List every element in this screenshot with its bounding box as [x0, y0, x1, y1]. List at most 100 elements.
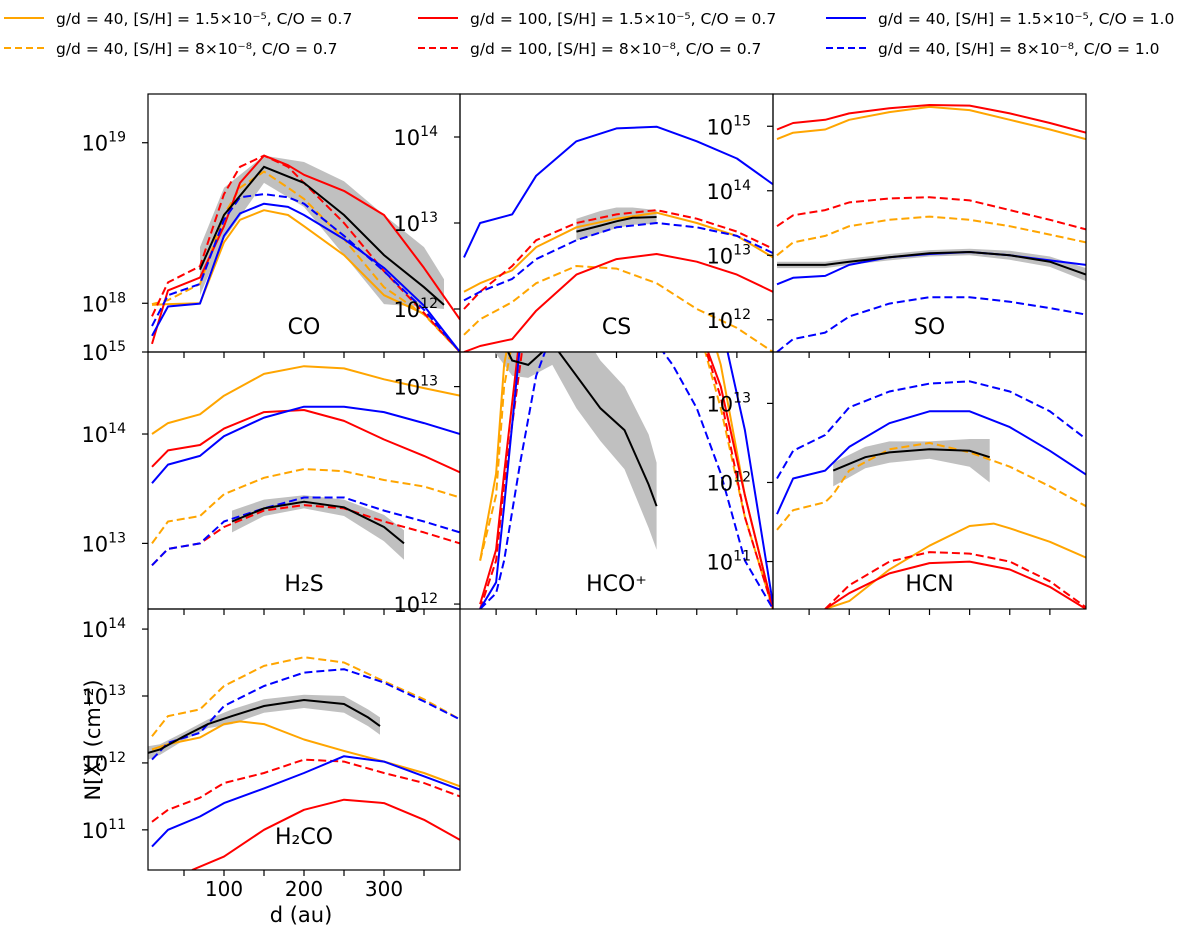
series-line-gd100_loS_co07: [151, 758, 460, 823]
legend-entry-gd40_loS_co10: g/d = 40, [S/H] = 8×10⁻⁸, C/O = 1.0: [826, 40, 1160, 58]
series-line-gd40_loS_co10: [776, 296, 1086, 352]
series-line-gd40_loS_co10: [151, 496, 460, 566]
series-line-gd40_hiS_co07: [151, 365, 460, 435]
legend-label: g/d = 40, [S/H] = 1.5×10⁻⁵, C/O = 0.7: [56, 10, 352, 28]
series-line-gd40_hiS_co10: [151, 202, 460, 352]
series-line-gd40_hiS_co10: [151, 405, 460, 484]
y-tick-label: 1013: [81, 683, 126, 709]
legend-label: g/d = 40, [S/H] = 8×10⁻⁸, C/O = 0.7: [56, 40, 338, 58]
series-line-gd40_hiS_co10: [479, 352, 773, 609]
legend-entry-gd100_hiS_co07: g/d = 100, [S/H] = 1.5×10⁻⁵, C/O = 0.7: [418, 10, 776, 28]
series-line-gd100_hiS_co07: [776, 104, 1086, 134]
legend: g/d = 40, [S/H] = 1.5×10⁻⁵, C/O = 0.7 g/d…: [4, 10, 1174, 58]
series-line-gd100_hiS_co07: [151, 409, 460, 474]
series-line-gd40_hiS_co10: [776, 410, 1086, 515]
y-tick-label: 1013: [706, 390, 751, 416]
series-line-gd40_hiS_co07: [463, 211, 773, 293]
x-ticks: [808, 352, 1051, 358]
molecule-label: HCO⁺: [586, 572, 647, 597]
y-tick-label: 1013: [393, 210, 438, 236]
y-tick-label: 1014: [393, 124, 438, 150]
series-line-gd100_hiS_co07: [463, 253, 773, 352]
series-line-gd100_loS_co07: [824, 551, 1086, 609]
legend-label: g/d = 100, [S/H] = 1.5×10⁻⁵, C/O = 0.7: [470, 10, 776, 28]
series-line-gd100_loS_co07: [151, 154, 460, 352]
series-line-gd40_hiS_co07: [776, 105, 1086, 141]
y-tick-label: 1012: [393, 296, 438, 322]
y-tick-label: 1015: [706, 113, 751, 139]
series-line-gd100_loS_co07: [151, 504, 460, 566]
y-tick-label: 1019: [81, 130, 126, 156]
y-tick-label: 1011: [706, 549, 751, 575]
plot-area: [151, 365, 460, 566]
series-line-gd40_hiS_co10: [151, 755, 460, 848]
series-line-gd40_loS_co10: [776, 380, 1086, 480]
observed-band: [777, 248, 1086, 282]
series-line-gd40_hiS_co10: [463, 125, 773, 258]
legend-label: g/d = 40, [S/H] = 1.5×10⁻⁵, C/O = 1.0: [878, 10, 1174, 28]
series-line-gd40_loS_co07: [776, 215, 1086, 257]
x-ticks: [495, 609, 738, 615]
observed-band: [494, 352, 657, 550]
molecule-label: SO: [914, 315, 945, 340]
series-line-gd100_loS_co07: [776, 196, 1086, 231]
y-tick-label: 1011: [81, 817, 126, 843]
x-axis-label: d (au): [270, 903, 333, 927]
series-line-gd40_loS_co07: [479, 352, 773, 609]
series-line-gd40_loS_co07: [151, 170, 460, 352]
y-tick-label: 1013: [81, 530, 126, 556]
observed-band: [833, 439, 990, 487]
x-tick-label: 300: [365, 877, 403, 901]
series-line-gd40_loS_co07: [151, 468, 460, 544]
plot-area: [151, 154, 460, 352]
y-tick-label: 1015: [81, 339, 126, 365]
y-tick-label: 1012: [706, 469, 751, 495]
legend-entry-gd100_loS_co07: g/d = 100, [S/H] = 8×10⁻⁸, C/O = 0.7: [418, 40, 761, 58]
panel-H2CO: 1011 1012 1013 1014 100 200 300 H₂CO: [81, 608, 461, 901]
observed-band: [148, 694, 380, 760]
x-ticks: [183, 352, 425, 358]
panel-grid: 1015 1018 1019 CO 1012 1013 1014 CS 1012 1013 1014…: [81, 93, 1087, 901]
series-line-gd40_hiS_co07: [151, 720, 460, 788]
y-tick-label: 1013: [706, 242, 751, 268]
molecule-label: H₂CO: [275, 825, 333, 850]
observed-line: [777, 250, 1086, 276]
molecule-label: CO: [288, 315, 321, 340]
series-line-gd100_loS_co07: [479, 352, 773, 609]
plot-area: [776, 380, 1086, 609]
y-ticks: 1012 1013 1014 1015: [706, 113, 773, 333]
y-tick-label: 1012: [81, 750, 126, 776]
y-ticks: 1011 1012 1013 1014: [81, 616, 148, 843]
plot-area: [776, 104, 1086, 352]
panel-H2S: 1013 1014 H₂S: [81, 351, 461, 615]
y-ticks: 1012 1013: [393, 374, 460, 617]
y-tick-label: 1014: [81, 421, 126, 447]
panel-frame: [772, 93, 1087, 353]
series-line-gd100_hiS_co07: [479, 352, 773, 609]
molecule-label: CS: [602, 315, 631, 340]
y-ticks: 1015 1018 1019: [81, 130, 148, 365]
plot-area: [463, 125, 773, 352]
panel-CO: 1015 1018 1019 CO: [81, 93, 461, 365]
observed-band: [232, 495, 404, 560]
y-tick-label: 1012: [706, 307, 751, 333]
x-tick-label: 200: [285, 877, 323, 901]
y-ticks: 1011 1012 1013: [706, 390, 773, 575]
legend-label: g/d = 100, [S/H] = 8×10⁻⁸, C/O = 0.7: [470, 40, 761, 58]
observed-line: [832, 448, 991, 472]
y-tick-label: 1014: [81, 616, 126, 642]
series-line-gd100_hiS_co07: [824, 560, 1086, 609]
series-line-gd40_loS_co07: [151, 656, 460, 737]
y-tick-label: 1014: [706, 178, 751, 204]
observed-line: [506, 352, 658, 507]
molecule-label: H₂S: [284, 572, 323, 597]
observed-line: [231, 500, 405, 545]
y-tick-label: 1018: [81, 290, 126, 316]
series-line-gd40_loS_co10: [151, 668, 460, 761]
x-tick-label: 100: [205, 877, 243, 901]
series-line-gd40_loS_co07: [776, 441, 1086, 531]
panel-SO: 1012 1013 1014 1015 SO: [706, 93, 1087, 358]
series-line-gd40_hiS_co07: [824, 522, 1086, 609]
plot-area: [148, 656, 460, 870]
